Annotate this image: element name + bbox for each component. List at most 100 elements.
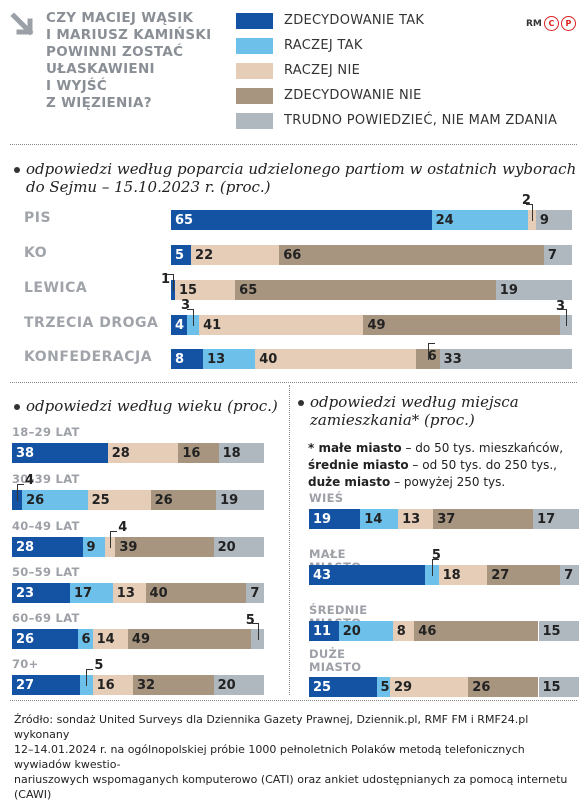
legend-label: ZDECYDOWANIE TAK: [284, 13, 425, 28]
value-label: 40: [149, 585, 168, 601]
value-label: 11: [313, 623, 332, 639]
bar-segment: 6: [77, 629, 93, 649]
bar-segment: 18: [438, 565, 488, 585]
legend-label: ZDECYDOWANIE NIE: [284, 88, 422, 103]
value-label: 15: [179, 282, 198, 298]
stacked-bar: 5 22 66 7: [171, 245, 572, 265]
bar-segment: 65: [235, 280, 496, 300]
question-line: UŁASKAWIENI: [46, 61, 155, 77]
bar-segment: 25: [87, 490, 151, 510]
value-label: 65: [239, 282, 258, 298]
value-label: 26: [154, 492, 173, 508]
legend-label: RACZEJ TAK: [284, 38, 363, 53]
bar-segment: 15: [175, 280, 236, 300]
bar-segment: 19: [495, 280, 572, 300]
bar-segment: 23: [12, 583, 70, 603]
bar-segment: 17: [533, 509, 579, 529]
bullet-icon: [14, 167, 20, 173]
value-label: 19: [313, 511, 332, 527]
bar-segment: 40: [255, 349, 416, 369]
value-label: 25: [313, 679, 332, 695]
bar-segment: 9: [82, 537, 106, 557]
category-label: KO: [24, 245, 48, 261]
value-label: 27: [16, 677, 35, 693]
value-label: 7: [547, 247, 557, 263]
bar-segment: 20: [213, 675, 264, 695]
stacked-bar: 26 25 26 19: [12, 490, 264, 510]
bullet-icon: [14, 404, 20, 410]
value-label: 41: [203, 317, 222, 333]
source-note: Źródło: sondaż United Surveys dla Dzienn…: [14, 712, 580, 802]
value-label: 4: [175, 317, 185, 333]
stacked-bar: 28 9 39 20: [12, 537, 264, 557]
value-label: 26: [472, 679, 491, 695]
bar-segment: 11: [309, 621, 339, 641]
stacked-bar: 26 6 14 49: [12, 629, 264, 649]
bar-segment: 16: [178, 443, 219, 463]
value-label: 7: [564, 567, 574, 583]
value-label: 17: [537, 511, 556, 527]
value-label: 29: [394, 679, 413, 695]
logo-text: RM: [526, 18, 542, 29]
bar-segment: 15: [538, 621, 579, 641]
category-label: WIEŚ: [309, 491, 344, 505]
bar-segment: 24: [431, 210, 528, 230]
value-label: 14: [364, 511, 383, 527]
bar-segment: 20: [213, 537, 264, 557]
bar-segment: 7: [560, 565, 579, 585]
value-label: 28: [16, 539, 35, 555]
bar-segment: 49: [363, 315, 560, 335]
value-label: 9: [539, 212, 549, 228]
section-title-age: odpowiedzi według wieku (proc.): [14, 397, 278, 415]
value-label: 39: [119, 539, 138, 555]
phonogram-icon: P: [560, 16, 576, 31]
bar-segment: 13: [203, 349, 256, 369]
bar-segment: 14: [92, 629, 128, 649]
category-label: LEWICA: [24, 280, 88, 296]
bar-segment: 65: [171, 210, 432, 230]
value-label: 13: [116, 585, 135, 601]
bar-segment: 14: [360, 509, 399, 529]
note-term: * małe miasto: [308, 441, 402, 455]
stacked-bar: 15 65 19: [171, 280, 572, 300]
bar-segment: 37: [433, 509, 534, 529]
rm-logo: RM C P: [526, 16, 576, 31]
value-label: 49: [131, 631, 150, 647]
value-label: 19: [220, 492, 239, 508]
value-label: 15: [542, 679, 561, 695]
value-label: 7: [250, 585, 260, 601]
arrow-icon: [10, 12, 34, 36]
question-line: Z WIĘZIENIA?: [46, 95, 152, 111]
divider: [10, 382, 577, 383]
value-label: 20: [217, 539, 236, 555]
bar-segment: 28: [107, 443, 179, 463]
source-line: Źródło: sondaż United Surveys dla Dzienn…: [14, 713, 529, 741]
legend-swatch: [236, 88, 273, 104]
value-label: 8: [396, 623, 406, 639]
value-label: 24: [435, 212, 454, 228]
bar-segment: 26: [12, 629, 78, 649]
bar-segment: 27: [12, 675, 81, 695]
value-label: 6: [81, 631, 91, 647]
callout-label: 6: [427, 349, 437, 364]
value-label: 13: [207, 351, 226, 367]
value-label: 65: [175, 212, 194, 228]
section-title-line: do Sejmu – 15.10.2023 r. (proc.): [26, 178, 271, 196]
callout-label: 3: [181, 298, 191, 313]
bar-segment: 40: [145, 583, 247, 603]
bar-segment: 5: [171, 245, 192, 265]
category-label: 30–39 LAT: [12, 472, 80, 486]
value-label: 18: [222, 445, 241, 461]
bar-segment: 15: [538, 677, 579, 697]
question-line: CZY MACIEJ WĄSIK: [46, 10, 194, 26]
value-label: 16: [96, 677, 115, 693]
divider: [289, 385, 290, 695]
copyright-icon: C: [543, 16, 559, 31]
bar-segment: 9: [535, 210, 572, 230]
stacked-bar: 38 28 16 18: [12, 443, 264, 463]
source-line: nariuszowych wspomaganych komputerowo (C…: [14, 773, 568, 801]
bar-segment: [527, 210, 536, 230]
legend-swatch: [236, 63, 273, 79]
value-label: 22: [195, 247, 214, 263]
bar-segment: [187, 315, 200, 335]
